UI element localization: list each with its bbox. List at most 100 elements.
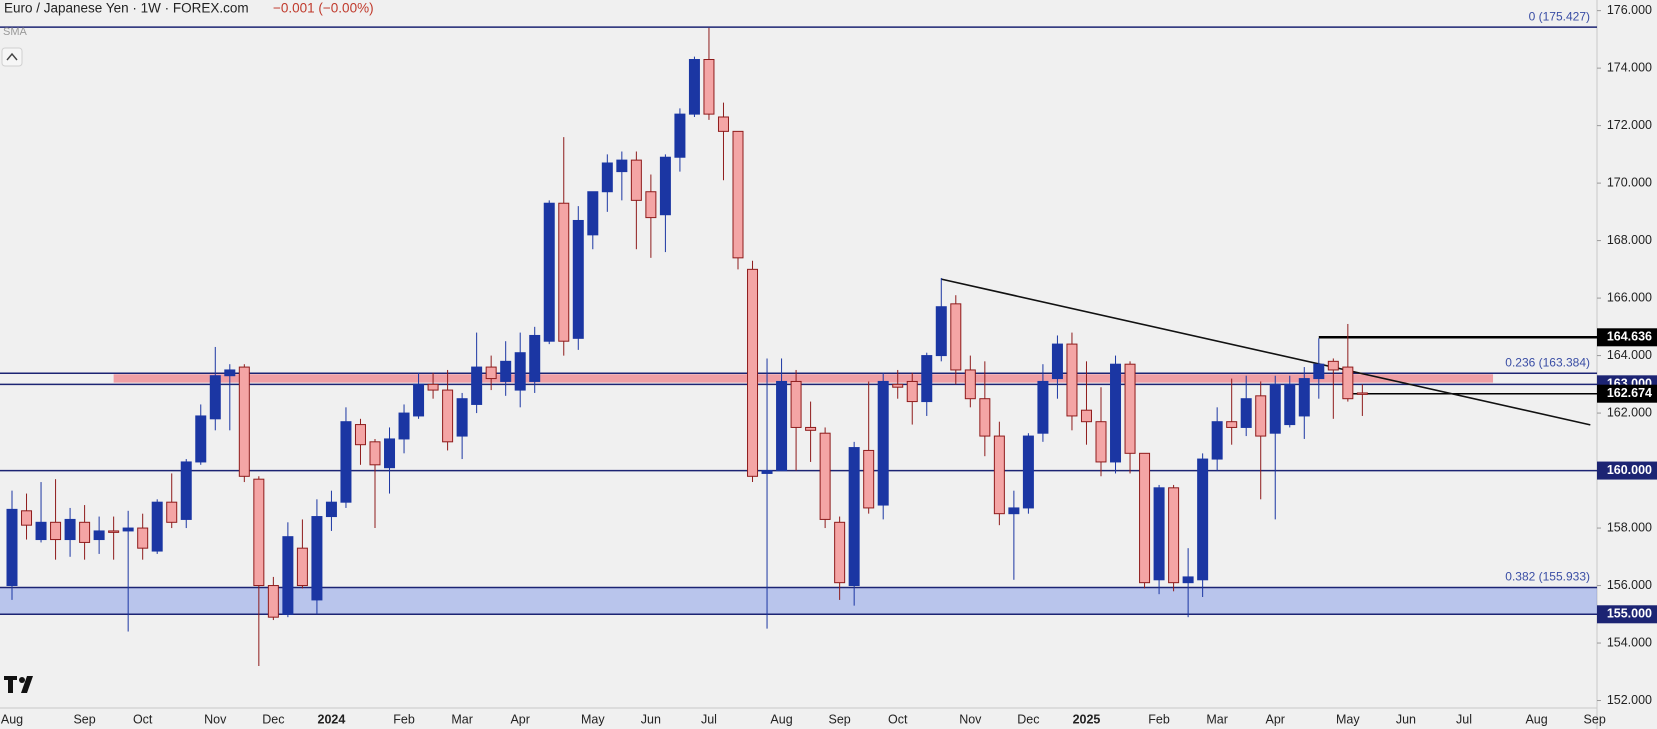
x-tick-label: Sep xyxy=(829,712,851,726)
candle-body xyxy=(137,527,149,549)
candle-body xyxy=(1124,363,1136,454)
x-tick-label: Apr xyxy=(510,712,529,726)
candle-body xyxy=(224,369,236,377)
y-tick-label: 174.000 xyxy=(1607,60,1652,74)
candle-body xyxy=(1008,507,1020,515)
candle-body xyxy=(442,389,454,443)
candle-body xyxy=(1226,421,1238,428)
candle-body xyxy=(805,426,817,431)
candle-body xyxy=(296,547,308,587)
candle-body xyxy=(1327,360,1339,371)
candle-body xyxy=(717,116,729,132)
candle-body xyxy=(979,398,991,437)
candle-body xyxy=(892,383,904,388)
x-tick-label: Sep xyxy=(1584,712,1606,726)
candle-body xyxy=(340,421,352,503)
candle-body xyxy=(1356,392,1368,395)
candle-body xyxy=(703,59,715,115)
collapse-button[interactable] xyxy=(1,47,23,67)
candle-body xyxy=(398,412,410,440)
candle-body xyxy=(1342,366,1354,400)
candle-body xyxy=(21,510,33,526)
candle-body xyxy=(543,202,555,342)
x-tick-label: Mar xyxy=(451,712,473,726)
candle-body xyxy=(166,501,178,523)
candle-body xyxy=(819,432,831,520)
price-badge xyxy=(1597,328,1657,347)
y-tick-label: 168.000 xyxy=(1607,233,1652,247)
candle-body xyxy=(674,113,686,158)
x-tick-label: Mar xyxy=(1206,712,1228,726)
x-tick-label: Jun xyxy=(1396,712,1416,726)
candle-body xyxy=(1080,409,1092,423)
x-tick-label: Feb xyxy=(393,712,415,726)
candle-body xyxy=(1197,458,1209,581)
x-tick-label: 2025 xyxy=(1073,712,1101,726)
candle-body xyxy=(1211,421,1223,460)
candle-body xyxy=(325,501,337,518)
candle-body xyxy=(413,383,425,417)
x-tick-label: Dec xyxy=(1017,712,1039,726)
candle-body xyxy=(1298,378,1310,417)
candle-body xyxy=(1095,421,1107,463)
price-badge xyxy=(1597,384,1657,403)
x-tick-label: Aug xyxy=(770,712,792,726)
y-tick-label: 156.000 xyxy=(1607,578,1652,592)
candle-body xyxy=(572,219,584,339)
candle-body xyxy=(848,447,860,587)
candle-body xyxy=(108,530,120,533)
candle-body xyxy=(369,441,381,466)
candle-body xyxy=(1066,343,1078,417)
candle-body xyxy=(1284,383,1296,426)
candle-body xyxy=(209,375,221,420)
x-tick-label: Dec xyxy=(262,712,284,726)
y-tick-label: 164.000 xyxy=(1607,348,1652,362)
x-tick-label: Sep xyxy=(73,712,95,726)
fib-label: 0 (175.427) xyxy=(1529,9,1590,23)
candle-body xyxy=(645,191,657,219)
candle-body xyxy=(1269,383,1281,434)
x-tick-label: 2024 xyxy=(318,712,346,726)
candle-body xyxy=(122,527,134,532)
candle-body xyxy=(514,352,526,391)
fib-label: 0.236 (163.384) xyxy=(1505,355,1590,369)
y-tick-label: 162.000 xyxy=(1607,405,1652,419)
plot-area xyxy=(0,26,1597,667)
x-tick-label: May xyxy=(1336,712,1360,726)
collapse-icon xyxy=(6,52,18,61)
candle-body xyxy=(64,518,76,541)
price-badge-label: 160.000 xyxy=(1607,463,1652,477)
candle-body xyxy=(761,470,773,474)
candle-body xyxy=(834,521,846,584)
candle-body xyxy=(659,156,671,216)
candle-body xyxy=(485,366,497,380)
y-tick-label: 172.000 xyxy=(1607,118,1652,132)
candle-body xyxy=(427,383,439,391)
x-tick-label: Apr xyxy=(1266,712,1285,726)
candle-body xyxy=(950,303,962,371)
candle-body xyxy=(776,380,788,472)
candle-body xyxy=(1051,343,1063,380)
candle-body xyxy=(1139,452,1151,584)
candle-body xyxy=(558,202,570,342)
trendline xyxy=(941,278,1591,426)
indicator-label[interactable]: SMA xyxy=(3,26,28,38)
candle-body xyxy=(630,159,642,201)
candle-body xyxy=(906,380,918,403)
candle-body xyxy=(456,398,468,437)
candle-body xyxy=(253,478,265,587)
candle-body xyxy=(354,424,366,446)
x-tick-label: Nov xyxy=(959,712,982,726)
candle-body xyxy=(471,366,483,405)
candle-body xyxy=(529,334,541,382)
x-tick-label: Feb xyxy=(1148,712,1170,726)
candle-body xyxy=(1240,398,1252,428)
x-tick-label: Nov xyxy=(204,712,227,726)
candle-body xyxy=(267,585,279,618)
candle-body xyxy=(1168,487,1180,584)
candle-body xyxy=(747,268,759,477)
candle-body xyxy=(935,306,947,357)
candle-body xyxy=(732,130,744,259)
candle-body xyxy=(6,508,18,587)
